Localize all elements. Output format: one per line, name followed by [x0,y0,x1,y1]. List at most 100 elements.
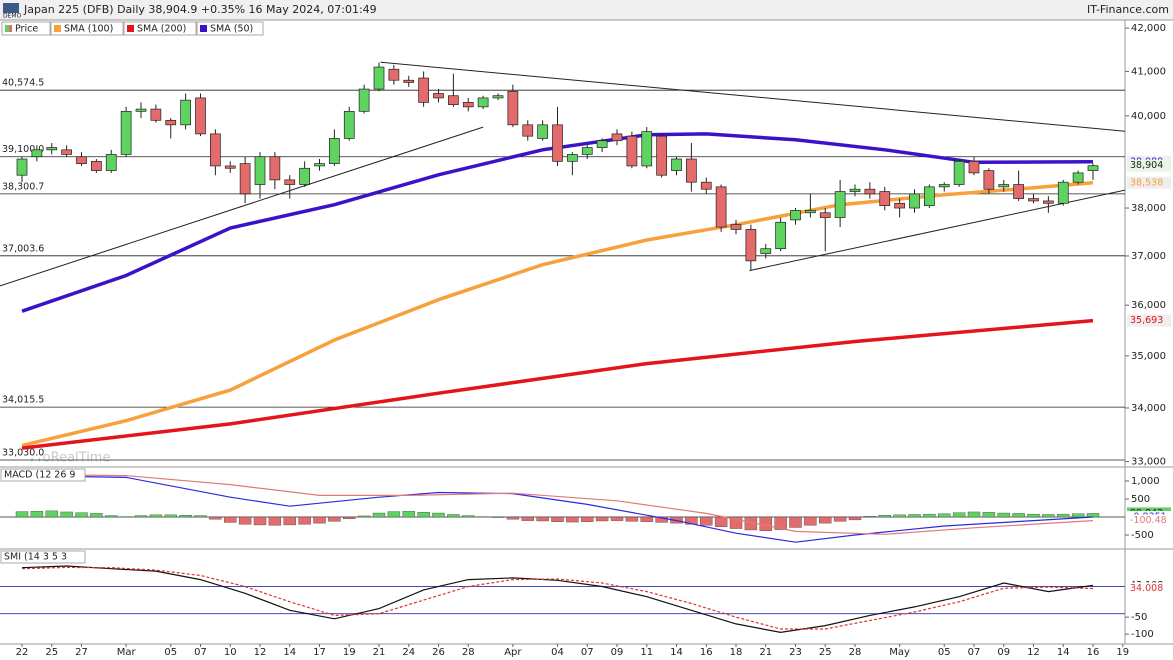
histogram-bar [923,513,936,518]
level-label-box [0,142,42,155]
candle-body [909,193,920,209]
histogram-bar [447,514,460,518]
histogram-bar [298,516,311,525]
candle-body [894,202,905,209]
histogram-bar [105,515,118,518]
candle-body [567,154,578,162]
histogram-bar [357,515,371,518]
candle-body [834,191,846,218]
legend-label: SMA (200) [137,24,186,35]
x-tick-label: 25 [45,647,58,658]
candle-body [656,135,667,176]
x-tick-label: 14 [1057,647,1070,658]
candle-body [180,99,191,126]
candle-body [403,79,415,83]
candle-body [641,131,653,167]
x-tick-label: 28 [849,647,862,658]
level-label: 40,574.5 [2,78,44,89]
y-tick-label: 41,000 [1131,66,1166,77]
legend-entry [123,21,197,36]
candle-body [864,188,876,195]
histogram-bar [1071,513,1085,518]
candle-body [314,163,325,167]
candle-body [760,248,772,254]
y-tick-label: 42,000 [1131,23,1166,34]
legend-label: SMA (50) [210,24,253,35]
x-tick-label: Apr [504,647,522,658]
candle-body [477,97,489,108]
value-tag [1127,582,1171,595]
candle-body [388,68,400,81]
candle-body [195,97,206,135]
histogram-bar [625,516,639,522]
histogram-bar [714,516,728,527]
histogram-bar [45,510,58,518]
candle-body [745,229,757,262]
histogram-bar [610,516,624,521]
value-tag-label: 38,538 [1130,177,1163,188]
candle-body [938,184,950,188]
candle-body [537,124,548,139]
panel-title: SMI (14 3 5 3 [4,552,67,563]
histogram-bar [238,516,252,525]
histogram-bar [209,516,222,520]
histogram-bar [372,512,386,518]
histogram-bar [1057,513,1070,518]
histogram-bar [566,516,579,523]
histogram-bar [476,516,490,518]
histogram-bar [60,511,73,518]
histogram-bar [878,515,891,518]
value-tag-label: -100.48 [1130,515,1167,526]
histogram-bar [15,511,29,518]
x-tick-label: 14 [670,647,683,658]
histogram-bar [789,516,802,528]
histogram-bar [595,516,609,522]
histogram-bar [521,516,534,521]
candle-body [284,179,296,185]
histogram-bar [551,516,564,522]
x-tick-label: 28 [462,647,475,658]
histogram-bar [224,516,237,523]
level-label-box [0,446,42,459]
level-label: 39,100.0 [2,144,44,155]
y-tick-label: -500 [1131,530,1154,541]
candle-body [552,124,563,162]
candle-body [1043,200,1054,204]
x-tick-label: 12 [1027,647,1040,658]
watermark: ProRealTime [30,451,110,466]
candle-body [998,184,1010,188]
candle-body [269,156,281,181]
candle-body [120,110,132,155]
trendline [749,189,1125,272]
candle-body [1087,165,1099,171]
badge: DEMO [3,13,22,20]
histogram-bar [967,511,981,518]
histogram-bar [313,516,326,524]
x-tick-label: 09 [611,647,624,658]
histogram-bar [1012,513,1025,518]
histogram-bar [982,512,996,518]
candle-body [715,186,727,228]
x-tick-label: 23 [789,647,802,658]
candle-body [581,147,593,155]
histogram-bar [30,511,44,518]
level-label: 34,015.5 [2,395,44,406]
histogram-bar [655,516,668,523]
histogram-bar [149,514,163,518]
candle-body [239,163,251,195]
candle-body [358,88,370,112]
x-tick-label: 07 [581,647,594,658]
histogram-bar [402,511,415,518]
y-tick-label: 34,000 [1131,403,1166,414]
value-tag-label: 35,693 [1130,315,1163,326]
histogram-bar [462,515,475,518]
x-tick-label: Mar [117,647,137,658]
x-tick-label: 11 [640,647,653,658]
legend-swatch [5,25,9,32]
histogram-bar [848,516,862,521]
histogram-bar [1086,513,1100,518]
level-label: 37,003.6 [2,243,44,254]
x-tick-label: 07 [194,647,207,658]
candle-body [61,149,72,155]
histogram-bar [90,513,103,518]
